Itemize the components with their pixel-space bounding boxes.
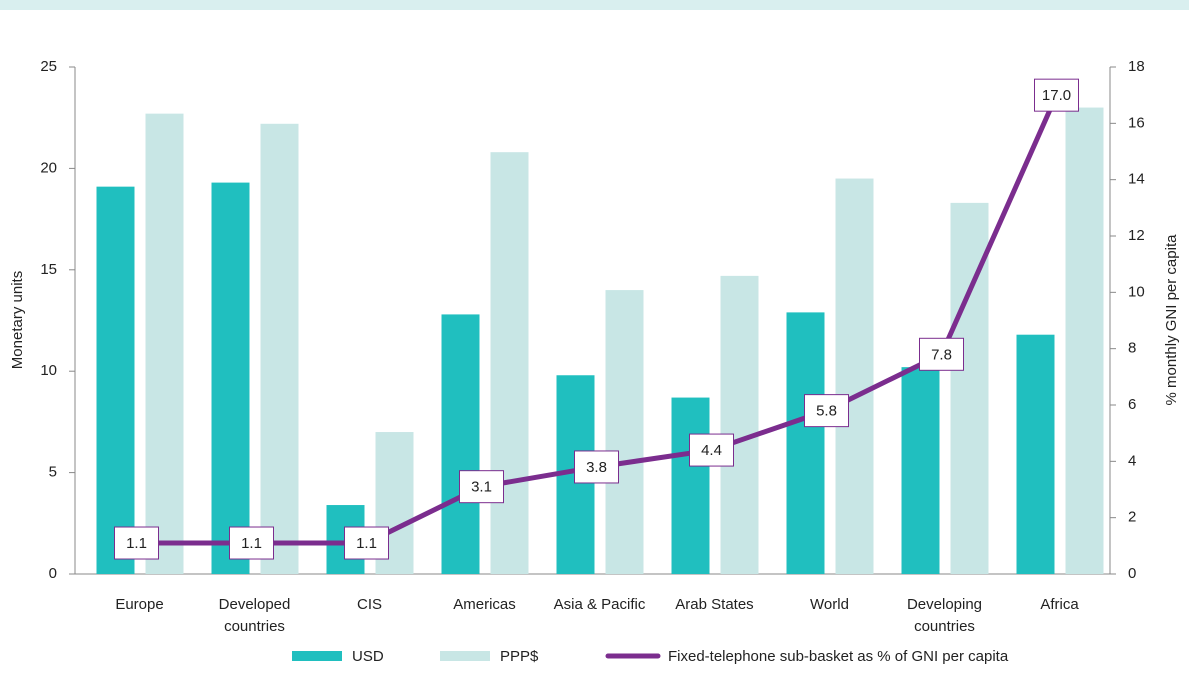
- data-label: 1.1: [241, 535, 262, 552]
- y2-tick-label: 14: [1128, 171, 1145, 188]
- bar: [835, 178, 874, 575]
- x-tick-label: World: [810, 596, 849, 613]
- data-label-box: [459, 470, 504, 504]
- legend-swatch: [292, 651, 342, 661]
- legend-swatch: [440, 651, 490, 661]
- x-tick-label: Developed countries: [218, 596, 291, 635]
- data-label: 5.8: [816, 403, 837, 420]
- legend-label: Fixed-telephone sub-basket as % of GNI p…: [668, 648, 1009, 665]
- data-label: 17.0: [1042, 87, 1071, 104]
- data-label-box: [689, 433, 734, 467]
- y2-tick-label: 0: [1128, 565, 1136, 582]
- top-band: [0, 0, 1189, 10]
- y2-tick-label: 8: [1128, 340, 1136, 357]
- y-tick-label: 20: [40, 159, 57, 176]
- y-tick-label: 5: [49, 464, 57, 481]
- data-label: 7.8: [931, 346, 952, 363]
- y-axis-label: Monetary units: [9, 271, 26, 369]
- x-tick-label: Africa: [1040, 596, 1079, 613]
- data-label: 1.1: [356, 535, 377, 552]
- bar: [441, 314, 480, 574]
- legend-label: USD: [352, 648, 384, 665]
- y2-axis-label: % monthly GNI per capita: [1163, 234, 1180, 406]
- x-tick-label: Asia & Pacific: [553, 596, 646, 613]
- x-tick-label: Developing countries: [906, 596, 983, 635]
- y2-tick-label: 12: [1128, 227, 1145, 244]
- data-label-box: [574, 450, 619, 484]
- data-label: 3.1: [471, 479, 492, 496]
- data-label-box: [229, 526, 274, 560]
- x-tick-label: Arab States: [675, 596, 754, 613]
- y-tick-label: 10: [40, 362, 57, 379]
- bar: [671, 397, 710, 574]
- bar: [720, 275, 759, 574]
- bar: [901, 367, 940, 574]
- bar: [1016, 334, 1055, 574]
- y2-tick-label: 10: [1128, 283, 1145, 300]
- data-label: 4.4: [701, 442, 722, 459]
- bar: [260, 123, 299, 574]
- x-tick-label: Europe: [115, 596, 164, 613]
- y-tick-label: 0: [49, 565, 57, 582]
- bar: [490, 152, 529, 574]
- data-label: 1.1: [126, 535, 147, 552]
- y-tick-label: 25: [40, 58, 57, 75]
- bar: [605, 290, 644, 574]
- data-label: 3.8: [586, 459, 607, 476]
- data-label-box: [919, 337, 964, 371]
- y2-tick-label: 18: [1128, 58, 1145, 75]
- bar: [145, 113, 184, 575]
- data-label-box: [804, 394, 849, 428]
- x-tick-label: CIS: [356, 596, 382, 613]
- data-label-box: [344, 526, 389, 560]
- data-label-box: [1034, 78, 1079, 112]
- bar: [96, 186, 135, 575]
- y2-tick-label: 16: [1128, 114, 1145, 131]
- bar: [211, 182, 250, 574]
- x-tick-label: Americas: [453, 596, 516, 613]
- y-tick-label: 15: [40, 261, 57, 278]
- y2-tick-label: 4: [1128, 452, 1136, 469]
- y2-tick-label: 6: [1128, 396, 1136, 413]
- bar: [786, 312, 825, 574]
- bar: [1065, 107, 1104, 574]
- data-label-box: [114, 526, 159, 560]
- y2-tick-label: 2: [1128, 509, 1136, 526]
- legend-label: PPP$: [500, 648, 539, 665]
